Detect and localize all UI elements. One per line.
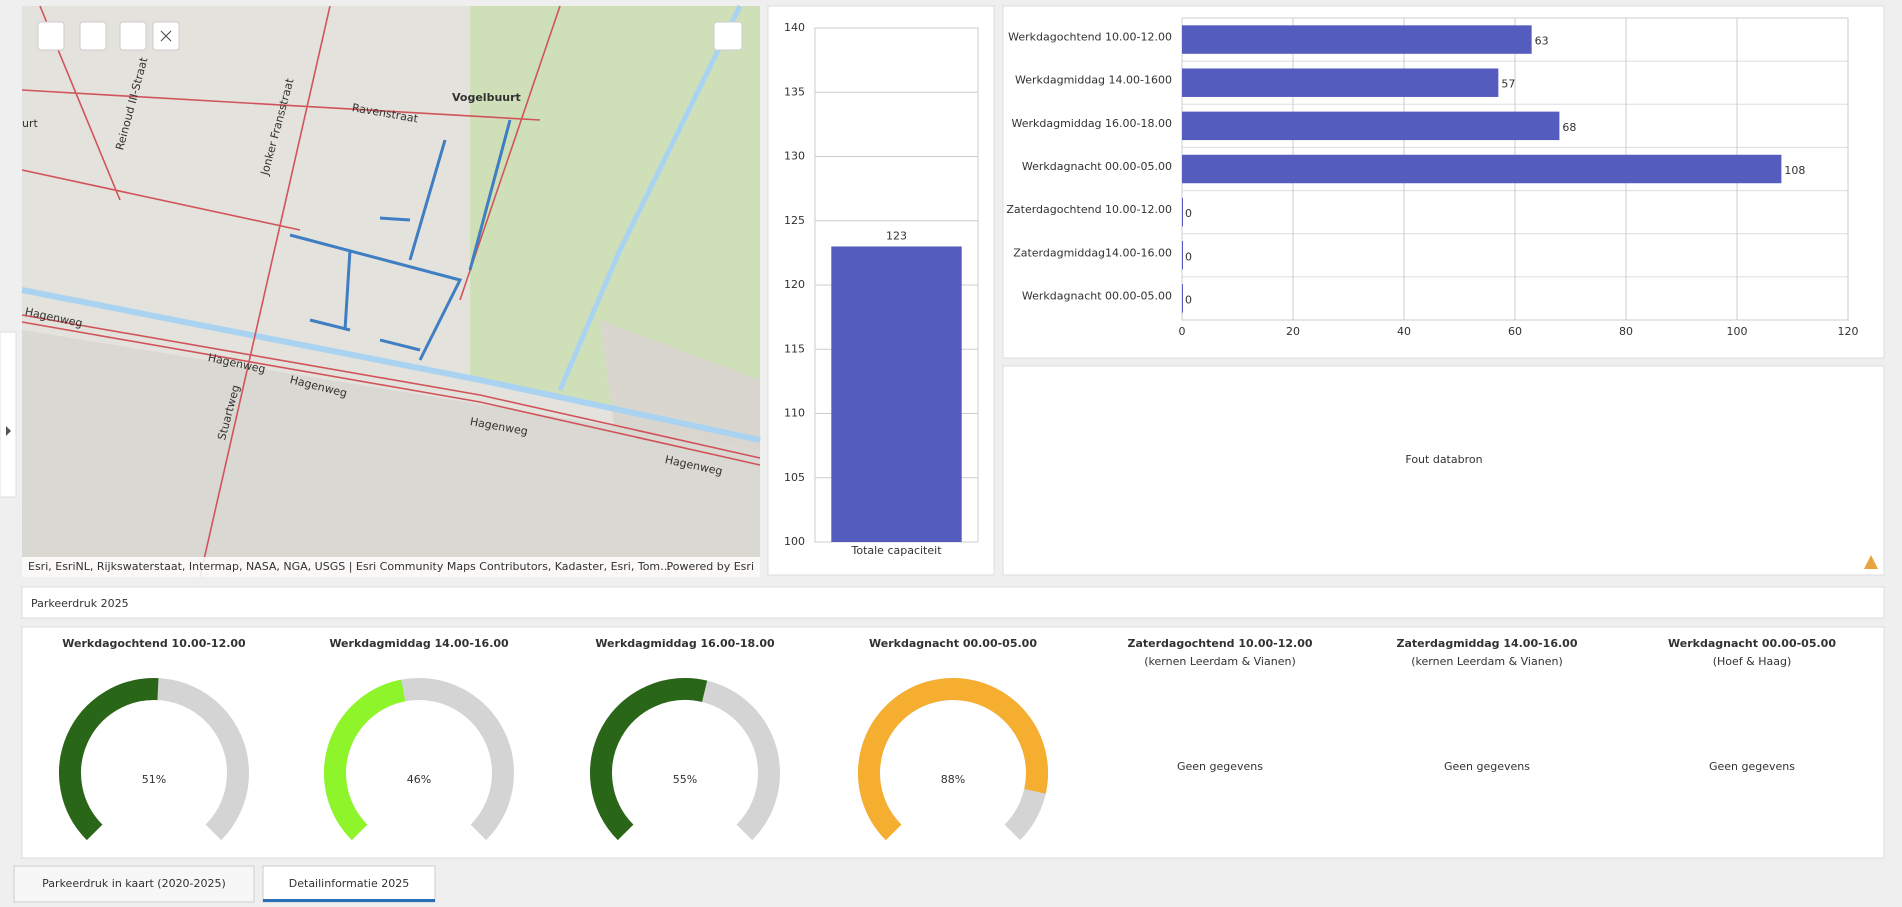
y-tick-label: 125 xyxy=(784,214,805,227)
gauge-message: Geen gegevens xyxy=(1709,760,1795,773)
x-tick-label: 100 xyxy=(1727,325,1748,338)
y-tick-label: Werkdagnacht 00.00-05.00 xyxy=(1022,160,1172,173)
bar xyxy=(1182,155,1781,183)
bar xyxy=(1182,198,1183,226)
powered-by[interactable]: Powered by Esri xyxy=(666,560,754,573)
x-tick-label: 0 xyxy=(1179,325,1186,338)
gauge-title: Werkdagochtend 10.00-12.00 xyxy=(62,637,246,650)
tab-label[interactable]: Parkeerdruk in kaart (2020-2025) xyxy=(42,877,226,890)
bar xyxy=(1182,68,1498,96)
y-tick-label: Werkdagmiddag 14.00-1600 xyxy=(1015,74,1172,87)
section-header xyxy=(22,587,1884,618)
x-tick-label: 120 xyxy=(1838,325,1859,338)
map-label: Vogelbuurt xyxy=(452,91,521,104)
qr-button[interactable] xyxy=(714,22,742,50)
gauge-title: Zaterdagochtend 10.00-12.00 xyxy=(1127,637,1312,650)
bar xyxy=(1182,25,1532,53)
x-tick-label: 60 xyxy=(1508,325,1522,338)
data-label: 0 xyxy=(1185,293,1192,306)
data-label: 57 xyxy=(1501,78,1515,91)
x-tick-label: 40 xyxy=(1397,325,1411,338)
data-label: 123 xyxy=(886,229,907,242)
gauge-title: Werkdagnacht 00.00-05.00 xyxy=(869,637,1037,650)
data-label: 0 xyxy=(1185,207,1192,220)
y-tick-label: 120 xyxy=(784,278,805,291)
gauge-label: 88% xyxy=(941,773,965,786)
data-label: 108 xyxy=(1784,164,1805,177)
gauge-subtitle: (kernen Leerdam & Vianen) xyxy=(1144,655,1295,668)
map[interactable]: Vogelbuurt Ravenstraat urt Reinoud III-S… xyxy=(22,6,760,577)
gauge-label: 51% xyxy=(142,773,166,786)
data-label: 68 xyxy=(1562,121,1576,134)
gauge-label: 46% xyxy=(407,773,431,786)
tab-label[interactable]: Detailinformatie 2025 xyxy=(289,877,409,890)
x-tick-label: 80 xyxy=(1619,325,1633,338)
y-tick-label: Zaterdagochtend 10.00-12.00 xyxy=(1006,203,1172,216)
y-tick-label: Werkdagochtend 10.00-12.00 xyxy=(1008,31,1172,44)
gauge-panel xyxy=(22,627,1884,858)
y-tick-label: 110 xyxy=(784,407,805,420)
tool-button[interactable] xyxy=(120,22,146,50)
gauge-message: Geen gegevens xyxy=(1177,760,1263,773)
y-tick-label: Werkdagmiddag 16.00-18.00 xyxy=(1011,117,1172,130)
y-tick-label: Werkdagnacht 00.00-05.00 xyxy=(1022,289,1172,302)
gauge-title: Werkdagmiddag 16.00-18.00 xyxy=(595,637,775,650)
y-tick-label: 130 xyxy=(784,150,805,163)
bar xyxy=(1182,241,1183,269)
bar xyxy=(831,246,961,542)
data-label: 0 xyxy=(1185,250,1192,263)
y-tick-label: 115 xyxy=(784,342,805,355)
map-label: urt xyxy=(22,117,38,130)
y-tick-label: 100 xyxy=(784,535,805,548)
gauge-message: Geen gegevens xyxy=(1444,760,1530,773)
data-label: 63 xyxy=(1535,35,1549,48)
side-panel[interactable] xyxy=(0,332,16,497)
gauge-subtitle: (Hoef & Haag) xyxy=(1713,655,1792,668)
bar xyxy=(1182,284,1183,312)
gauge-subtitle: (kernen Leerdam & Vianen) xyxy=(1411,655,1562,668)
y-tick-label: Zaterdagmiddag14.00-16.00 xyxy=(1013,246,1172,259)
tool-button[interactable] xyxy=(38,22,64,50)
x-tick-label: Totale capaciteit xyxy=(850,544,942,557)
bar xyxy=(1182,112,1559,140)
section-title: Parkeerdruk 2025 xyxy=(31,597,129,610)
error-message: Fout databron xyxy=(1405,453,1482,466)
gauge-title: Werkdagmiddag 14.00-16.00 xyxy=(329,637,509,650)
x-tick-label: 20 xyxy=(1286,325,1300,338)
gauge-title: Zaterdagmiddag 14.00-16.00 xyxy=(1397,637,1578,650)
tool-button[interactable] xyxy=(80,22,106,50)
attribution: Esri, EsriNL, Rijkswaterstaat, Intermap,… xyxy=(28,560,671,573)
tab-indicator xyxy=(263,899,435,902)
y-tick-label: 135 xyxy=(784,85,805,98)
gauge-title: Werkdagnacht 00.00-05.00 xyxy=(1668,637,1836,650)
error-panel xyxy=(1003,366,1884,575)
y-tick-label: 105 xyxy=(784,471,805,484)
y-tick-label: 140 xyxy=(784,21,805,34)
gauge-label: 55% xyxy=(673,773,697,786)
